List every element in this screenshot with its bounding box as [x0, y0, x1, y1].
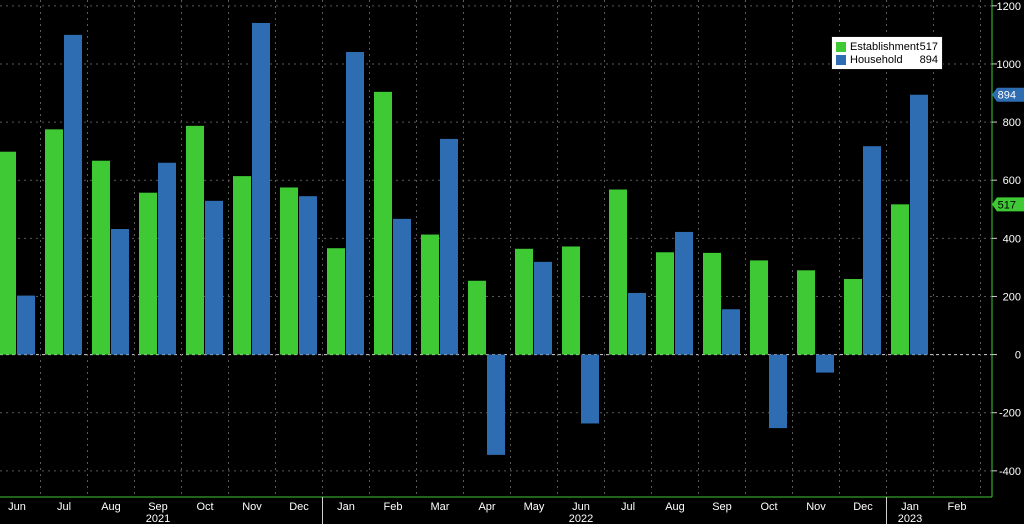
bar-establishment: [609, 189, 627, 355]
x-tick-label: Aug: [101, 501, 121, 513]
x-tick-label: Jan: [901, 501, 919, 513]
x-tick-label: Apr: [478, 501, 495, 513]
x-tick-label: Dec: [289, 501, 309, 513]
x-tick-label: Jun: [8, 501, 26, 513]
last-value-tag-text: 894: [998, 90, 1016, 102]
bar-establishment: [45, 129, 63, 355]
x-tick-label: Sep: [148, 501, 168, 513]
last-value-tag-bg: [992, 197, 1024, 212]
bar-household: [64, 34, 82, 355]
legend-label: Household: [850, 53, 903, 66]
last-value-tag: 894: [992, 87, 1024, 102]
bar-household: [393, 218, 411, 355]
last-value-tag-bg: [992, 87, 1024, 102]
x-tick-label: Feb: [384, 501, 403, 513]
year-label: 2021: [146, 513, 170, 524]
bar-establishment: [468, 280, 486, 355]
bar-establishment: [844, 279, 862, 355]
x-tick-label: Jun: [572, 501, 590, 513]
legend-value: 517: [919, 40, 938, 53]
legend-item-household: Household 894: [836, 53, 938, 66]
bar-household: [440, 138, 458, 355]
bar-household: [581, 354, 599, 424]
bar-household: [17, 295, 35, 355]
bar-household: [252, 22, 270, 355]
y-tick-label: 400: [1003, 233, 1021, 245]
bar-household: [628, 292, 646, 355]
bar-household: [769, 354, 787, 429]
bar-establishment: [515, 248, 533, 355]
y-tick-label: -400: [999, 466, 1021, 478]
bar-household: [205, 200, 223, 355]
bar-establishment: [562, 246, 580, 355]
bar-establishment: [656, 252, 674, 355]
bar-establishment: [186, 125, 204, 355]
x-tick-label: Jul: [621, 501, 635, 513]
y-tick-label: 0: [1015, 350, 1021, 362]
grid: [0, 0, 992, 497]
x-tick-label: Jul: [57, 501, 71, 513]
y-tick-label: 200: [1003, 291, 1021, 303]
bar-household: [722, 309, 740, 355]
legend-label: Establishment: [850, 40, 920, 53]
bar-household: [487, 354, 505, 455]
bar-household: [346, 52, 364, 355]
bars: [0, 22, 928, 455]
x-tick-label: Nov: [242, 501, 262, 513]
x-tick-label: Nov: [806, 501, 826, 513]
bar-household: [111, 229, 129, 355]
bar-household: [534, 261, 552, 355]
x-tick-label: Dec: [853, 501, 873, 513]
year-label: 2023: [898, 513, 922, 524]
x-tick-label: Sep: [712, 501, 732, 513]
bar-establishment: [280, 187, 298, 355]
x-tick-label: Oct: [196, 501, 213, 513]
y-tick-label: 600: [1003, 175, 1021, 187]
x-tick-label: Mar: [431, 501, 450, 513]
bar-establishment: [374, 91, 392, 355]
bar-household: [299, 196, 317, 355]
bar-establishment: [0, 151, 16, 355]
x-tick-label: Oct: [760, 501, 777, 513]
bar-establishment: [139, 192, 157, 355]
bar-household: [910, 94, 928, 355]
last-value-tag: 517: [992, 197, 1024, 212]
bar-establishment: [421, 234, 439, 355]
legend-item-establishment: Establishment 517: [836, 40, 938, 53]
bar-establishment: [891, 204, 909, 355]
y-tick-label: 800: [1003, 117, 1021, 129]
legend-swatch-establishment: [836, 41, 846, 52]
bar-establishment: [750, 260, 768, 355]
legend-swatch-household: [836, 54, 846, 65]
last-value-tag-text: 517: [998, 199, 1016, 211]
bar-household: [158, 162, 176, 355]
bar-establishment: [797, 270, 815, 355]
bar-household: [675, 231, 693, 355]
legend: Establishment 517 Household 894: [831, 36, 943, 70]
bar-establishment: [92, 160, 110, 355]
y-tick-label: -200: [999, 408, 1021, 420]
year-label: 2022: [569, 513, 593, 524]
y-tick-label: 1000: [997, 59, 1021, 71]
bar-establishment: [233, 176, 251, 355]
bar-household: [863, 146, 881, 355]
legend-value: 894: [919, 53, 938, 66]
x-tick-label: May: [524, 501, 545, 513]
bar-establishment: [703, 252, 721, 355]
x-tick-label: Aug: [665, 501, 685, 513]
x-tick-label: Jan: [337, 501, 355, 513]
bar-establishment: [327, 248, 345, 355]
x-tick-label: Feb: [948, 501, 967, 513]
y-tick-label: 1200: [997, 1, 1021, 13]
bar-household: [816, 354, 834, 373]
